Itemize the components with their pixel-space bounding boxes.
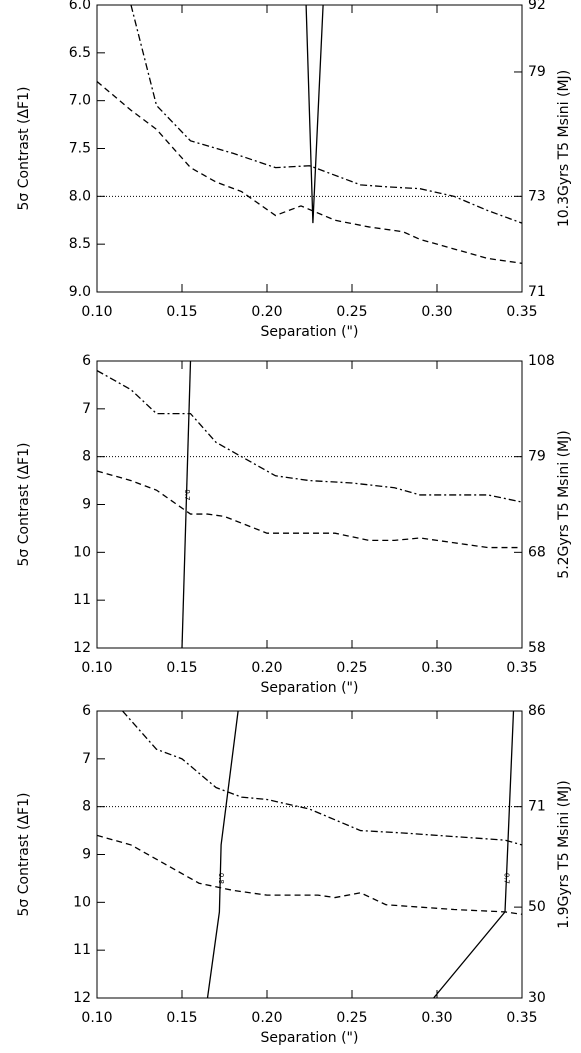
x-axis-label: Separation (")	[261, 1030, 359, 1046]
contrast-curve	[305, 5, 324, 224]
y2-tick-label: 50	[528, 899, 546, 915]
x-tick-label: 0.10	[81, 304, 112, 320]
y-tick-label: 6	[82, 353, 91, 369]
x-tick-label: 0.10	[81, 660, 112, 676]
y2-tick-label: 68	[528, 544, 546, 560]
y-axis-label: 5σ Contrast (ΔF1)	[16, 443, 32, 567]
y-tick-label: 12	[73, 990, 91, 1006]
y-tick-label: 11	[73, 942, 91, 958]
x-tick-label: 0.20	[251, 660, 282, 676]
contrast-curve	[433, 711, 515, 998]
y-tick-label: 7	[82, 751, 91, 767]
y-tick-label: 7.0	[69, 93, 91, 109]
y2-tick-label: 30	[528, 990, 546, 1006]
x-tick-label: 0.35	[506, 660, 537, 676]
x-axis-label: Separation (")	[261, 680, 359, 696]
x-tick-label: 0.30	[421, 1010, 452, 1026]
y-tick-label: 9	[82, 497, 91, 513]
y-axis-label: 5σ Contrast (ΔF1)	[16, 87, 32, 211]
x-tick-label: 0.25	[336, 304, 367, 320]
contour-label: 0.8	[217, 873, 225, 884]
y2-tick-label: 71	[528, 799, 546, 815]
x-tick-label: 0.20	[251, 1010, 282, 1026]
y2-tick-label: 86	[528, 703, 546, 719]
y-tick-label: 8.5	[69, 236, 91, 252]
y2-tick-label: 92	[528, 0, 546, 13]
y-tick-label: 8	[82, 449, 91, 465]
y2-axis-label: 5.2Gyrs T5 Msini (MJ)	[556, 430, 572, 578]
plot-frame	[96, 710, 523, 999]
y-tick-label: 9	[82, 847, 91, 863]
x-tick-label: 0.30	[421, 660, 452, 676]
y2-tick-label: 108	[528, 353, 555, 369]
y-tick-label: 8.0	[69, 188, 91, 204]
contrast-curve	[206, 711, 239, 998]
y-tick-label: 6.0	[69, 0, 91, 13]
y-tick-label: 12	[73, 640, 91, 656]
y-axis-label: 5σ Contrast (ΔF1)	[16, 793, 32, 917]
y-tick-label: 9.0	[69, 284, 91, 300]
contrast-curve	[122, 711, 522, 846]
y2-axis-label: 10.3Gyrs T5 Msini (MJ)	[556, 70, 572, 227]
y-tick-label: 8	[82, 799, 91, 815]
x-tick-label: 0.25	[336, 660, 367, 676]
y-tick-label: 6.5	[69, 45, 91, 61]
y-tick-label: 10	[73, 894, 91, 910]
x-tick-label: 0.30	[421, 304, 452, 320]
x-tick-label: 0.35	[506, 304, 537, 320]
contrast-curve	[181, 361, 192, 648]
y2-tick-label: 71	[528, 284, 546, 300]
x-tick-label: 0.15	[166, 660, 197, 676]
contrast-curve	[130, 5, 522, 224]
y-tick-label: 11	[73, 592, 91, 608]
y-tick-label: 10	[73, 544, 91, 560]
contrast-curve	[97, 370, 522, 503]
x-tick-label: 0.20	[251, 304, 282, 320]
y-tick-label: 6	[82, 703, 91, 719]
contrast-curve	[97, 470, 522, 549]
x-axis-label: Separation (")	[261, 324, 359, 340]
y2-tick-label: 58	[528, 640, 546, 656]
contrast-curve	[97, 834, 522, 915]
plot-frame	[96, 360, 523, 649]
x-tick-label: 0.15	[166, 304, 197, 320]
y2-axis-label: 1.9Gyrs T5 Msini (MJ)	[556, 780, 572, 928]
x-tick-label: 0.10	[81, 1010, 112, 1026]
y2-tick-label: 79	[528, 449, 546, 465]
y2-tick-label: 73	[528, 188, 546, 204]
contour-label: 0.7	[503, 873, 511, 884]
x-tick-label: 0.25	[336, 1010, 367, 1026]
x-tick-label: 0.35	[506, 1010, 537, 1026]
y2-tick-label: 79	[528, 64, 546, 80]
plot-frame	[96, 4, 523, 293]
contrast-curve	[97, 81, 522, 264]
y-tick-label: 7.5	[69, 141, 91, 157]
x-tick-label: 0.15	[166, 1010, 197, 1026]
contour-label: 0.7	[183, 489, 191, 500]
y-tick-label: 7	[82, 401, 91, 417]
